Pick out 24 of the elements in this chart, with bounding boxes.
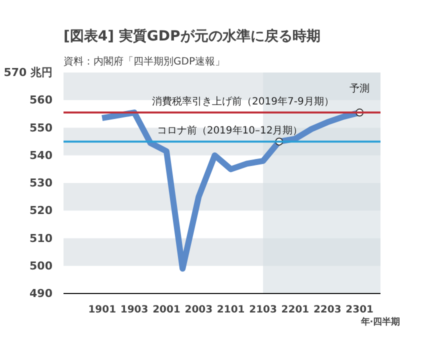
x-tick-label: 1901	[88, 304, 116, 316]
y-tick-label: 510	[30, 232, 53, 245]
x-tick-label: 2003	[184, 304, 213, 316]
y-tick-label: 550	[30, 121, 53, 134]
chart-title: [図表4] 実質GDPが元の水準に戻る時期	[64, 28, 320, 44]
y-tick-label: 540	[30, 148, 53, 162]
ref-line-label: 消費税率引き上げ前（2019年7-9月期）	[152, 96, 334, 108]
y-tick-label: 490	[30, 287, 53, 300]
x-tick-label: 2201	[281, 304, 310, 316]
x-tick-label: 2101	[216, 304, 245, 316]
y-tick-label: 560	[30, 94, 53, 107]
x-tick-label: 1903	[120, 304, 148, 316]
y-tick-label: 570 兆円	[4, 66, 53, 79]
ref-line-label: コロナ前（2019年10–12月期）	[156, 124, 303, 137]
y-tick-label: 530	[30, 176, 53, 190]
x-tick-label: 2301	[346, 304, 374, 316]
band-label: 予測	[350, 82, 370, 94]
y-tick-label: 520	[30, 204, 53, 218]
y-tick-label: 500	[30, 259, 53, 272]
x-tick-label: 2203	[313, 304, 342, 316]
x-axis-title: 年·四半期	[360, 316, 400, 328]
x-tick-label: 2103	[249, 304, 277, 316]
x-tick-label: 2001	[152, 304, 180, 316]
chart-subtitle: 資料：内閣府「四半期別GDP速報」	[64, 56, 225, 68]
